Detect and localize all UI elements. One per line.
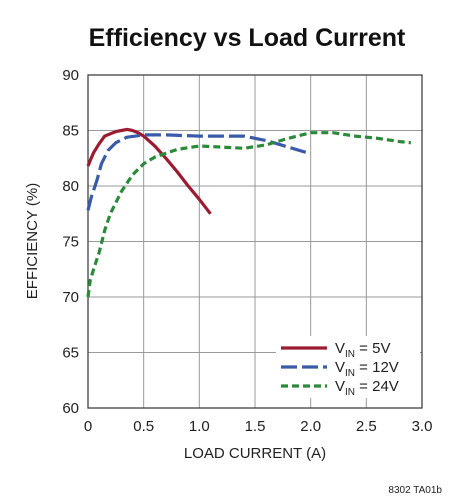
y-tick-label: 90 xyxy=(62,67,79,84)
legend-label: VIN = 24V xyxy=(335,378,399,398)
chart-title: Efficiency vs Load Current xyxy=(89,24,406,52)
y-axis-label: EFFICIENCY (%) xyxy=(24,183,41,299)
plot-frame xyxy=(87,74,423,409)
x-tick-label: 0 xyxy=(84,418,92,435)
x-tick-label: 2.5 xyxy=(356,418,377,435)
legend-label: VIN = 5V xyxy=(335,340,390,360)
y-tick-label: 60 xyxy=(62,400,79,417)
series-line xyxy=(86,127,212,215)
y-tick-label: 85 xyxy=(62,123,79,140)
grid-lines xyxy=(88,75,422,408)
x-tick-label: 1.0 xyxy=(189,418,210,435)
y-tick-label: 65 xyxy=(62,345,79,362)
x-tick-label: 3.0 xyxy=(412,418,433,435)
y-axis-ticks: 60 65 70 75 80 85 90 xyxy=(62,67,79,417)
figure-code: 8302 TA01b xyxy=(388,485,442,496)
y-tick-label: 80 xyxy=(62,178,79,195)
x-tick-label: 1.5 xyxy=(245,418,266,435)
y-tick-label: 70 xyxy=(62,289,79,306)
series-lines xyxy=(86,127,412,298)
x-tick-label: 2.0 xyxy=(300,418,321,435)
legend-background xyxy=(276,336,420,398)
series-line xyxy=(86,131,412,298)
x-axis-ticks: 0 0.5 1.0 1.5 2.0 2.5 3.0 xyxy=(84,418,433,435)
series-line xyxy=(86,133,312,211)
x-axis-label: LOAD CURRENT (A) xyxy=(184,445,326,462)
legend-label: VIN = 12V xyxy=(335,359,399,379)
y-tick-label: 75 xyxy=(62,234,79,251)
x-tick-label: 0.5 xyxy=(133,418,154,435)
